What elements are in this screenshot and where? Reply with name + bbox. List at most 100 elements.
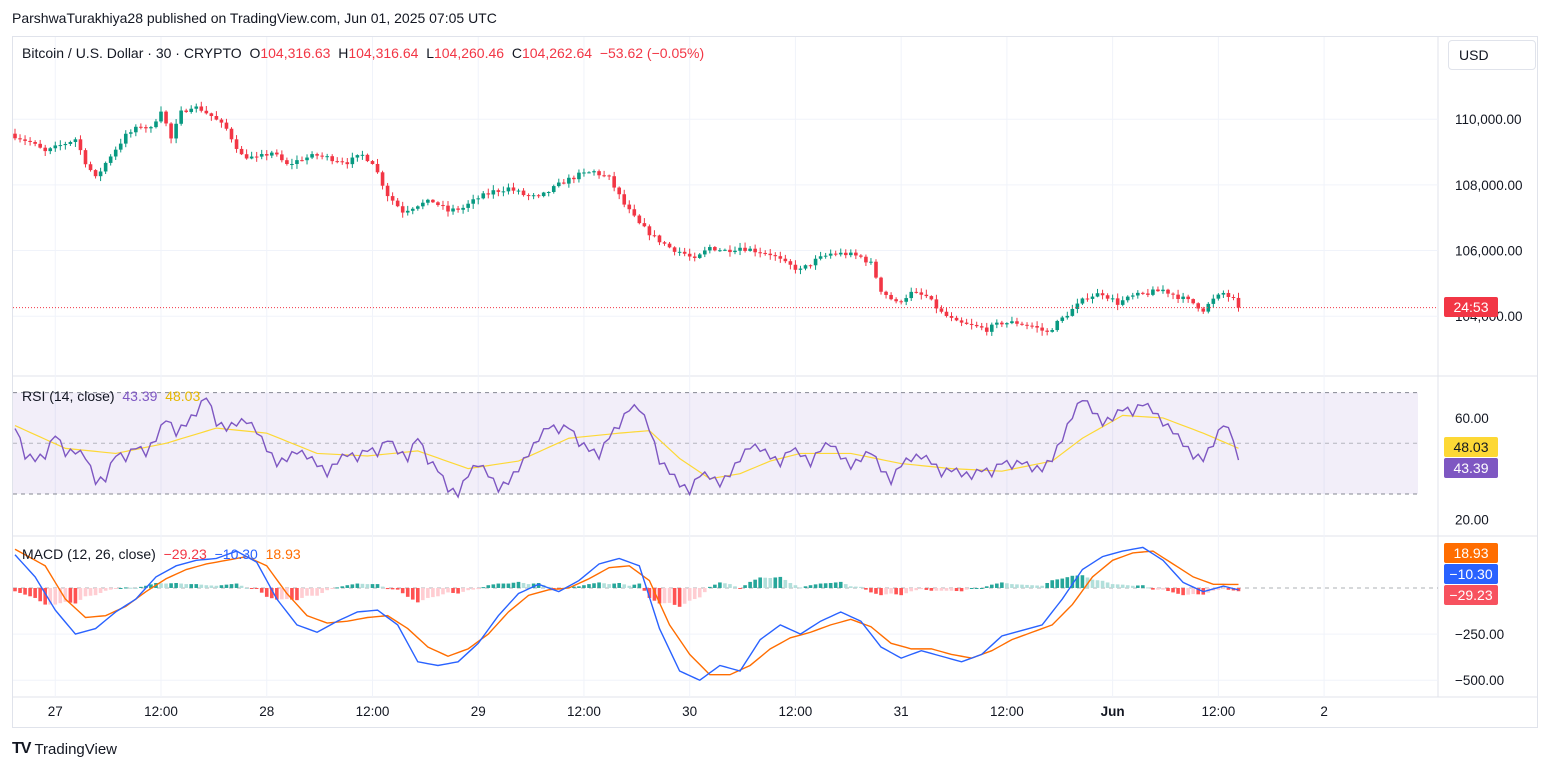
candle [144, 127, 148, 129]
macd-histogram-bar [748, 581, 752, 588]
macd-histogram-bar [113, 587, 118, 589]
candle [23, 139, 27, 141]
candle [48, 148, 53, 152]
candle [224, 122, 229, 129]
candle [88, 164, 93, 171]
macd-histogram-bar [602, 583, 606, 588]
macd-histogram-bar [708, 586, 712, 588]
price-axis-tick: 108,000.00 [1455, 178, 1523, 193]
candle [38, 143, 42, 148]
macd-histogram-bar [974, 587, 979, 589]
candle [1125, 296, 1130, 301]
candle [1141, 292, 1145, 294]
candle [476, 198, 481, 200]
tradingview-footer[interactable]: TV TradingView [12, 740, 117, 758]
macd-hist-value: −29.23 [163, 546, 207, 562]
macd-histogram-bar [476, 587, 481, 590]
macd-histogram-bar [501, 583, 506, 588]
macd-histogram-bar [1186, 587, 1190, 595]
macd-histogram-bar [692, 587, 697, 600]
time-axis-tick: 29 [471, 704, 486, 719]
open-label: O [249, 45, 261, 61]
candle [773, 255, 778, 257]
macd-histogram-bar [1151, 587, 1155, 590]
candle [330, 156, 335, 162]
macd-histogram-bar [290, 587, 294, 600]
macd-histogram-bar [295, 587, 299, 601]
macd-histogram-bar [1176, 587, 1180, 594]
macd-legend[interactable]: MACD (12, 26, close) −29.23 −10.30 18.93 [22, 546, 301, 562]
macd-histogram-bar [259, 587, 264, 593]
time-axis-tick: 27 [48, 704, 63, 719]
macd-histogram-bar [884, 587, 888, 595]
ohlc-legend: Bitcoin / U.S. Dollar · 30 · CRYPTO O104… [22, 45, 704, 61]
candle [123, 133, 128, 144]
macd-histogram-bar [325, 587, 329, 591]
macd-histogram-bar [224, 584, 229, 588]
candle [214, 116, 219, 120]
macd-histogram-bar [1065, 577, 1070, 588]
candle [1050, 330, 1055, 332]
candle [753, 248, 757, 253]
macd-histogram-bar [340, 586, 345, 588]
macd-histogram-bar [899, 587, 903, 596]
macd-histogram-bar [1050, 580, 1055, 588]
macd-histogram-bar [33, 587, 37, 598]
candle [531, 195, 536, 197]
macd-histogram-bar [677, 587, 682, 607]
tradingview-brand: TradingView [34, 740, 117, 758]
candle [1035, 326, 1039, 328]
countdown-tag: 24:53 [1444, 297, 1498, 317]
candle [954, 317, 959, 321]
macd-histogram-bar [385, 587, 390, 590]
macd-histogram-bar [254, 587, 259, 589]
macd-histogram-bar [849, 586, 853, 588]
candle [808, 265, 813, 267]
macd-histogram-bar [390, 587, 395, 590]
candle [854, 252, 858, 256]
macd-histogram-bar [189, 584, 194, 588]
candle [708, 247, 712, 251]
candle [1000, 322, 1004, 325]
macd-histogram-bar [370, 584, 375, 588]
currency-button[interactable]: USD [1448, 40, 1536, 70]
candle [18, 138, 22, 140]
candle [300, 160, 304, 162]
candle [1100, 293, 1105, 296]
candle [375, 163, 380, 173]
macd-histogram-bar [199, 584, 204, 588]
candle [113, 149, 118, 157]
candle [1075, 303, 1080, 309]
candle [305, 157, 309, 161]
candle [748, 248, 752, 251]
macd-histogram-bar [360, 583, 365, 588]
macd-histogram-bar [914, 587, 919, 591]
close-label: C [511, 45, 522, 61]
candle [818, 256, 823, 259]
candle [612, 176, 616, 188]
candle [1206, 303, 1211, 312]
macd-histogram-bar [1080, 575, 1085, 588]
macd-histogram-bar [149, 584, 153, 588]
candle [667, 243, 672, 248]
candle [884, 291, 888, 295]
candle [536, 195, 541, 197]
candle [315, 154, 319, 156]
candle [219, 119, 224, 123]
candle [617, 187, 621, 195]
candle [768, 253, 773, 256]
candle [1226, 292, 1231, 297]
macd-histogram-bar [78, 587, 83, 600]
candle [758, 252, 762, 254]
macd-histogram-bar [818, 583, 823, 588]
rsi-legend[interactable]: RSI (14, close) 43.39 48.03 [22, 388, 200, 404]
candle [63, 143, 68, 146]
macd-histogram-bar [481, 587, 486, 589]
macd-histogram-bar [1221, 587, 1226, 590]
symbol-title[interactable]: Bitcoin / U.S. Dollar · 30 · CRYPTO [22, 45, 242, 61]
candle [53, 145, 58, 149]
macd-histogram-bar [48, 587, 53, 605]
macd-histogram-bar [456, 587, 460, 594]
candle [823, 255, 828, 257]
